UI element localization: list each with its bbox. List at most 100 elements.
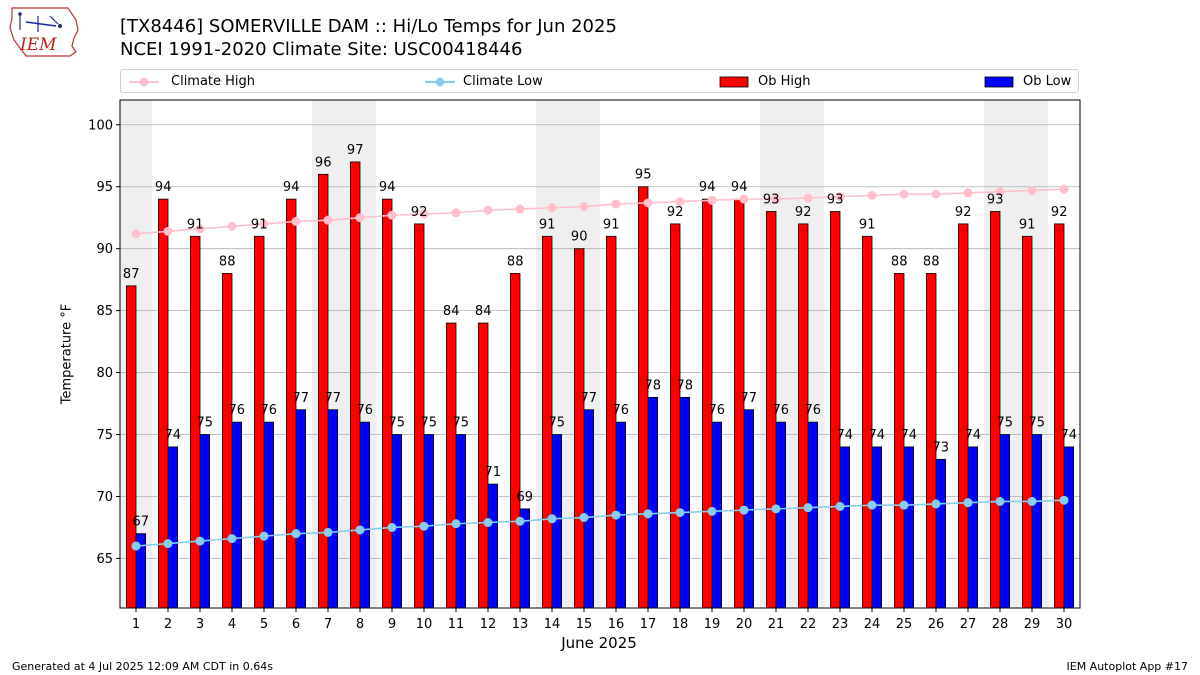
x-tick-label: 4 <box>228 617 236 632</box>
climate-low-point <box>963 498 973 508</box>
climate-low-point <box>515 516 525 526</box>
climate-low-point <box>1059 495 1069 505</box>
climate-low-point <box>675 508 685 518</box>
ob-high-label: 94 <box>731 180 748 195</box>
x-tick-label: 25 <box>896 617 913 632</box>
climate-low-point <box>547 514 557 524</box>
climate-low-point <box>323 527 333 537</box>
x-tick-label: 12 <box>480 617 497 632</box>
ob-low-bar <box>935 458 947 609</box>
ob-low-label: 71 <box>485 465 502 480</box>
ob-low-label: 75 <box>389 416 406 431</box>
climate-high-point <box>707 195 717 205</box>
ob-low-bar <box>359 421 371 609</box>
plot-frame <box>119 99 1081 609</box>
y-axis-label: Temperature °F <box>59 303 75 405</box>
ob-high-label: 94 <box>283 180 300 195</box>
ob-high-label: 90 <box>571 230 588 245</box>
ob-low-label: 78 <box>677 378 694 393</box>
climate-high-point <box>291 216 301 226</box>
climate-low-point <box>931 499 941 509</box>
ob-low-label: 76 <box>805 403 822 418</box>
x-tick-label: 24 <box>864 617 881 632</box>
climate-low-point <box>451 519 461 529</box>
ob-high-bar <box>221 273 233 609</box>
ob-low-label: 74 <box>165 428 182 443</box>
climate-high-point <box>963 188 973 198</box>
ob-high-bar <box>638 186 649 609</box>
climate-high-point <box>387 210 397 220</box>
climate-low-point <box>579 513 589 523</box>
legend-label-climate-low: Climate Low <box>463 74 543 89</box>
ob-low-label: 78 <box>645 378 662 393</box>
ob-low-label: 76 <box>357 403 374 418</box>
ob-high-bar <box>253 235 265 609</box>
climate-low-point <box>259 531 269 541</box>
ob-high-bar <box>990 211 1001 609</box>
x-tick-label: 13 <box>512 617 529 632</box>
ob-high-label: 88 <box>219 254 236 269</box>
ob-high-label: 88 <box>891 254 908 269</box>
ob-low-bar <box>295 409 307 609</box>
x-tick-label: 7 <box>324 617 332 632</box>
x-tick-label: 20 <box>736 617 753 632</box>
y-tick-label: 65 <box>96 552 113 567</box>
climate-high-point <box>675 197 685 207</box>
y-tick-label: 70 <box>96 490 113 505</box>
generated-footer: Generated at 4 Jul 2025 12:09 AM CDT in … <box>12 660 273 673</box>
climate-low-point <box>131 541 141 551</box>
climate-high-point <box>739 194 749 204</box>
climate-high-line <box>135 188 1065 235</box>
climate-high-point <box>611 199 621 209</box>
ob-high-label: 97 <box>347 143 364 158</box>
legend-label-climate-high: Climate High <box>171 74 256 89</box>
ob-high-bar <box>670 223 681 609</box>
ob-high-bar <box>509 273 521 609</box>
climate-low-point <box>835 501 845 511</box>
legend-label-ob-low: Ob Low <box>1023 74 1072 89</box>
x-tick-label: 2 <box>164 617 172 632</box>
legend-swatch-ob-high <box>719 76 749 88</box>
x-tick-label: 27 <box>960 617 977 632</box>
grid-lines <box>120 124 1080 559</box>
x-tick-label: 1 <box>132 617 140 632</box>
chart-legend: Climate High Climate Low Ob High Ob Low <box>120 69 1079 93</box>
ob-low-label: 77 <box>293 391 310 406</box>
ob-high-bar <box>381 198 393 609</box>
logo-text: IEM <box>19 35 57 55</box>
ob-low-bar <box>199 434 211 609</box>
ob-low-label: 74 <box>837 428 854 443</box>
y-tick-label: 95 <box>96 180 113 195</box>
ob-high-label: 91 <box>539 217 556 232</box>
ob-low-bar <box>327 409 339 609</box>
ob-low-label: 75 <box>197 416 214 431</box>
climate-high-point <box>131 229 141 239</box>
climate-high-point <box>163 226 173 236</box>
climate-low-point <box>803 503 813 513</box>
x-tick-label: 10 <box>416 617 433 632</box>
ob-high-bar <box>1054 223 1065 609</box>
climate-low-point <box>483 518 493 528</box>
ob-low-bar <box>967 446 979 609</box>
x-tick-label: 15 <box>576 617 593 632</box>
ob-low-label: 75 <box>453 416 470 431</box>
y-tick-label: 100 <box>88 118 113 133</box>
climate-high-point <box>579 202 589 212</box>
ob-low-bar <box>999 434 1011 609</box>
x-tick-label: 17 <box>640 617 657 632</box>
chart-subtitle: NCEI 1991-2020 Climate Site: USC00418446 <box>120 39 523 60</box>
legend-swatch-ob-low <box>984 76 1014 88</box>
ob-high-bar <box>445 322 457 609</box>
ob-low-bar <box>839 446 851 609</box>
climate-high-point <box>323 215 333 225</box>
climate-low-point <box>739 505 749 515</box>
climate-high-point <box>867 190 877 200</box>
legend-swatch-climate-low <box>425 77 455 87</box>
ob-high-label: 91 <box>187 217 204 232</box>
ob-high-label: 84 <box>443 304 460 319</box>
x-tick-label: 5 <box>260 617 268 632</box>
ob-high-label: 93 <box>827 193 844 208</box>
x-tick-label: 6 <box>292 617 300 632</box>
climate-low-point <box>291 529 301 539</box>
